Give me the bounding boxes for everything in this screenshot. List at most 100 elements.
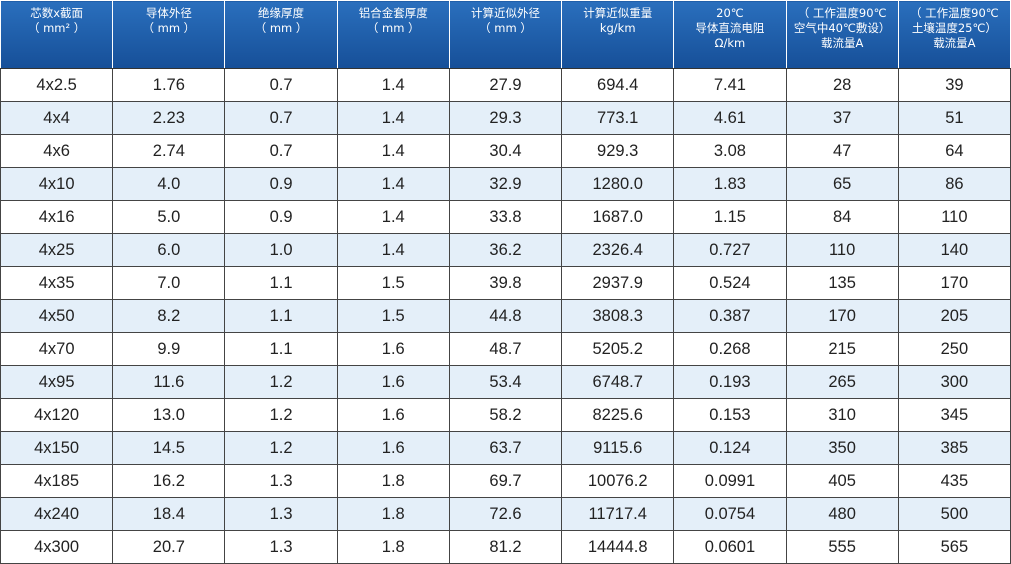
table-cell: 39.8: [448, 266, 563, 300]
table-cell: 170: [785, 299, 899, 333]
table-cell: 4x16: [0, 200, 114, 234]
table-header: 芯数x截面（ mm² ）导体外径（ mm ）绝缘厚度（ mm ）铝合金套厚度（ …: [0, 0, 1011, 69]
table-cell: 0.9: [224, 167, 338, 201]
table-cell: 1.3: [224, 497, 338, 531]
header-cell: （ 工作温度90℃ 土壤温度25℃） 载流量A: [897, 0, 1011, 69]
table-cell: 6.0: [112, 233, 226, 267]
header-cell: 计算近似外径（ mm ）: [448, 0, 563, 69]
table-cell: 4.61: [673, 101, 787, 135]
table-cell: 1.4: [336, 68, 450, 102]
table-cell: 63.7: [448, 431, 563, 465]
table-cell: 265: [785, 365, 899, 399]
table-cell: 1.4: [336, 134, 450, 168]
table-cell: 84: [785, 200, 899, 234]
table-cell: 170: [897, 266, 1011, 300]
table-cell: 5.0: [112, 200, 226, 234]
table-cell: 1.4: [336, 101, 450, 135]
table-cell: 33.8: [448, 200, 563, 234]
header-line: 计算近似外径: [470, 6, 540, 20]
table-cell: 929.3: [561, 134, 675, 168]
table-cell: 140: [897, 233, 1011, 267]
table-cell: 2.23: [112, 101, 226, 135]
table-cell: 345: [897, 398, 1011, 432]
table-cell: 36.2: [448, 233, 563, 267]
table-cell: 1.4: [336, 167, 450, 201]
table-cell: 0.9: [224, 200, 338, 234]
table-cell: 69.7: [448, 464, 563, 498]
header-line: 导体外径: [145, 6, 192, 20]
header-line: 载流量A: [933, 36, 976, 50]
table-row: 4x10 4.0 0.9 1.4 32.9 1280.0 1.83 65 86: [0, 167, 1011, 201]
table-cell: 39: [897, 68, 1011, 102]
table-cell: 9115.6: [561, 431, 675, 465]
table-cell: 1687.0: [561, 200, 675, 234]
table-cell: 1.6: [336, 365, 450, 399]
table-cell: 1.5: [336, 266, 450, 300]
table-cell: 4x10: [0, 167, 114, 201]
table-cell: 7.41: [673, 68, 787, 102]
table-cell: 4x4: [0, 101, 114, 135]
table-cell: 405: [785, 464, 899, 498]
table-cell: 385: [897, 431, 1011, 465]
table-cell: 0.7: [224, 101, 338, 135]
table-cell: 86: [897, 167, 1011, 201]
table-row: 4x185 16.2 1.3 1.8 69.7 10076.2 0.0991 405 435: [0, 464, 1011, 498]
table-cell: 1.1: [224, 299, 338, 333]
table-body: 4x2.5 1.76 0.7 1.4 27.9 694.4 7.41 28 39 4x4 2.23 0…: [0, 68, 1011, 564]
table-cell: 8.2: [112, 299, 226, 333]
table-cell: 1.8: [336, 530, 450, 564]
table-cell: 0.524: [673, 266, 787, 300]
table-cell: 555: [785, 530, 899, 564]
table-cell: 51: [897, 101, 1011, 135]
table-cell: 1.6: [336, 398, 450, 432]
table-cell: 14444.8: [561, 530, 675, 564]
table-cell: 0.0991: [673, 464, 787, 498]
table-cell: 110: [897, 200, 1011, 234]
table-cell: 0.268: [673, 332, 787, 366]
header-line: 导体直流电阻: [695, 21, 765, 35]
table-row: 4x25 6.0 1.0 1.4 36.2 2326.4 0.727 110 140: [0, 233, 1011, 267]
table-cell: 1.3: [224, 464, 338, 498]
table-cell: 350: [785, 431, 899, 465]
table-cell: 1.1: [224, 266, 338, 300]
header-line: （ mm² ）: [27, 21, 86, 35]
table-cell: 0.0601: [673, 530, 787, 564]
table-cell: 53.4: [448, 365, 563, 399]
table-cell: 110: [785, 233, 899, 267]
table-cell: 4x185: [0, 464, 114, 498]
table-cell: 1.83: [673, 167, 787, 201]
table-cell: 13.0: [112, 398, 226, 432]
table-cell: 14.5: [112, 431, 226, 465]
table-cell: 18.4: [112, 497, 226, 531]
table-row: 4x300 20.7 1.3 1.8 81.2 14444.8 0.0601 555 565: [0, 530, 1011, 564]
table-cell: 28: [785, 68, 899, 102]
table-cell: 2937.9: [561, 266, 675, 300]
header-line: （ mm ）: [142, 21, 196, 35]
header-cell: 绝缘厚度（ mm ）: [224, 0, 338, 69]
table-cell: 4.0: [112, 167, 226, 201]
table-cell: 2.74: [112, 134, 226, 168]
table-cell: 11.6: [112, 365, 226, 399]
table-cell: 4x150: [0, 431, 114, 465]
table-cell: 4x120: [0, 398, 114, 432]
table-cell: 135: [785, 266, 899, 300]
header-line: 载流量A: [820, 36, 864, 50]
table-cell: 4x70: [0, 332, 114, 366]
table-cell: 0.124: [673, 431, 787, 465]
table-cell: 0.193: [673, 365, 787, 399]
table-row: 4x16 5.0 0.9 1.4 33.8 1687.0 1.15 84 110: [0, 200, 1011, 234]
table-cell: 1.6: [336, 431, 450, 465]
table-cell: 0.7: [224, 134, 338, 168]
table-cell: 65: [785, 167, 899, 201]
table-cell: 435: [897, 464, 1011, 498]
header-cell: 导体外径（ mm ）: [112, 0, 226, 69]
table-cell: 37: [785, 101, 899, 135]
table-cell: 6748.7: [561, 365, 675, 399]
table-row: 4x120 13.0 1.2 1.6 58.2 8225.6 0.153 310 345: [0, 398, 1011, 432]
table-cell: 215: [785, 332, 899, 366]
table-cell: 773.1: [561, 101, 675, 135]
header-cell: 芯数x截面（ mm² ）: [0, 0, 114, 69]
table-cell: 1.4: [336, 200, 450, 234]
table-cell: 310: [785, 398, 899, 432]
